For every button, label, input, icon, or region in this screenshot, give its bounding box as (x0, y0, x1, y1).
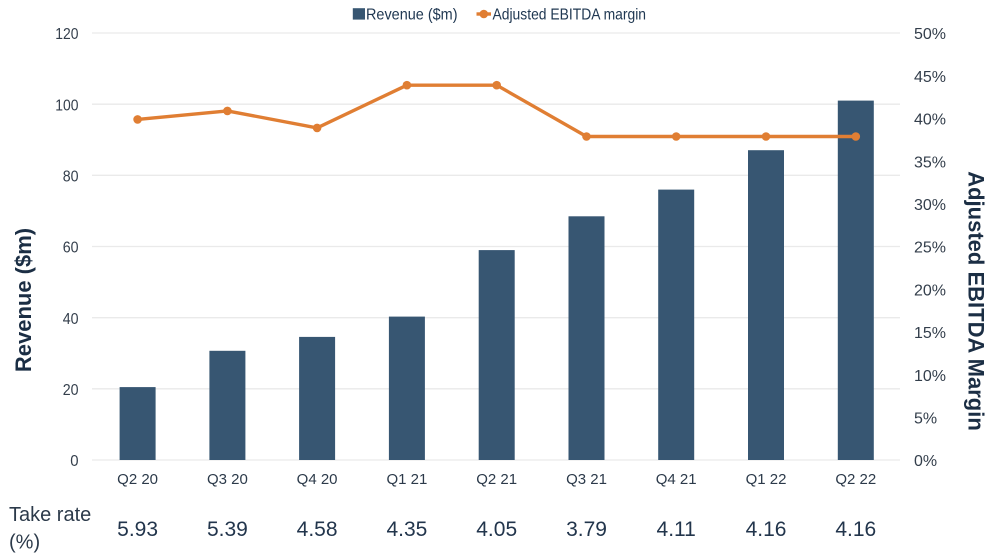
svg-text:35%: 35% (914, 154, 946, 171)
svg-text:Take rate: Take rate (9, 504, 91, 526)
svg-text:Q3 20: Q3 20 (207, 471, 248, 488)
svg-text:50%: 50% (914, 26, 946, 43)
svg-text:3.79: 3.79 (566, 518, 607, 541)
svg-text:0%: 0% (914, 453, 937, 470)
svg-text:Q2 20: Q2 20 (117, 471, 158, 488)
svg-text:60: 60 (63, 240, 79, 257)
svg-text:5.93: 5.93 (117, 518, 158, 541)
svg-text:20%: 20% (914, 282, 946, 299)
svg-text:40%: 40% (914, 112, 946, 129)
svg-text:45%: 45% (914, 69, 946, 86)
svg-text:Q4 21: Q4 21 (656, 471, 697, 488)
svg-text:Q2 21: Q2 21 (476, 471, 517, 488)
svg-text:100: 100 (55, 97, 78, 114)
svg-text:Q1 21: Q1 21 (386, 471, 427, 488)
svg-text:Q3 21: Q3 21 (566, 471, 607, 488)
svg-text:4.11: 4.11 (657, 518, 696, 541)
svg-text:40: 40 (63, 311, 79, 328)
svg-text:120: 120 (55, 26, 78, 43)
svg-text:5%: 5% (914, 411, 937, 428)
svg-text:4.16: 4.16 (746, 518, 787, 541)
svg-text:Q1 22: Q1 22 (746, 471, 787, 488)
svg-text:30%: 30% (914, 197, 946, 214)
svg-text:25%: 25% (914, 240, 946, 257)
svg-text:4.35: 4.35 (386, 518, 427, 541)
svg-text:4.16: 4.16 (835, 518, 876, 541)
svg-text:0: 0 (70, 453, 78, 470)
svg-text:Adjusted EBITDA margin: Adjusted EBITDA margin (493, 7, 647, 24)
svg-text:Adjusted EBITDA Margin: Adjusted EBITDA Margin (964, 171, 989, 431)
svg-text:80: 80 (63, 169, 79, 186)
svg-text:Revenue ($m): Revenue ($m) (366, 7, 458, 24)
svg-text:Revenue ($m): Revenue ($m) (11, 228, 36, 372)
svg-text:20: 20 (63, 382, 79, 399)
svg-text:Q2 22: Q2 22 (835, 471, 876, 488)
svg-text:4.58: 4.58 (297, 518, 338, 541)
svg-text:10%: 10% (914, 368, 946, 385)
svg-text:Q4 20: Q4 20 (297, 471, 338, 488)
svg-text:15%: 15% (914, 325, 946, 342)
svg-text:4.05: 4.05 (476, 518, 517, 541)
svg-text:5.39: 5.39 (207, 518, 248, 541)
svg-text:(%): (%) (9, 532, 40, 554)
